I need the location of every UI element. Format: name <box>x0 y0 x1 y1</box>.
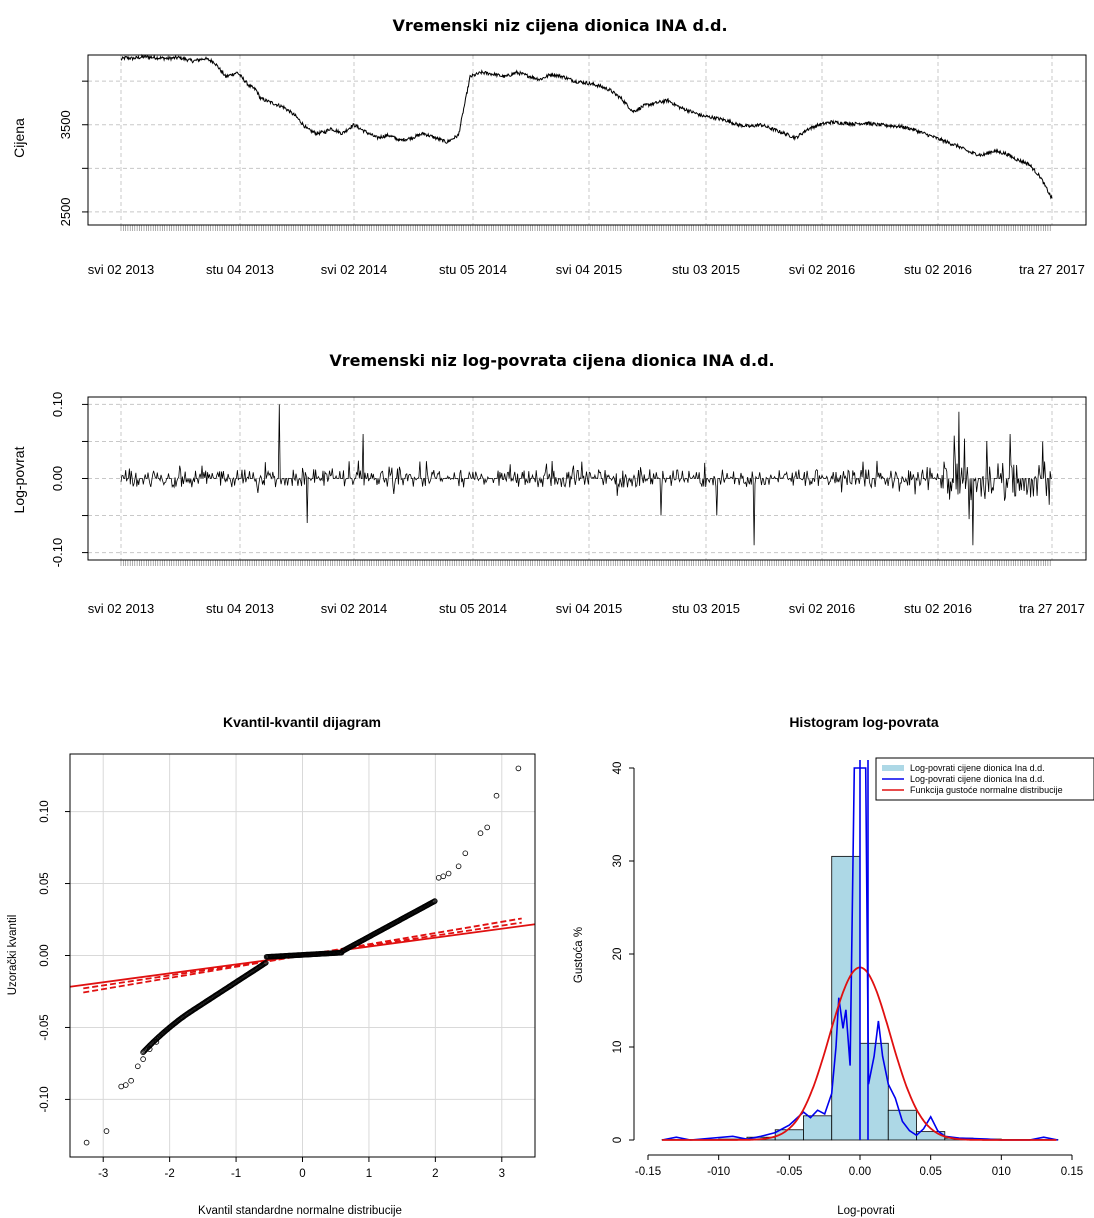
price-chart: Vremenski niz cijena dionica INA d.d. Ci… <box>11 16 1087 277</box>
confidence-band-lower <box>83 917 522 994</box>
qq-chart-title: Kvantil-kvantil dijagram <box>223 714 381 730</box>
qq-point <box>262 959 269 966</box>
y-tick-label: 20 <box>612 948 624 961</box>
x-tick-label: stu 02 2016 <box>904 262 972 277</box>
legend-item-hist: Log-povrati cijene dionica Ina d.d. <box>910 763 1045 773</box>
x-tick-label: tra 27 2017 <box>1019 262 1085 277</box>
legend-item-kde: Log-povrati cijene dionica Ina d.d. <box>910 774 1045 784</box>
y-tick-label: 10 <box>612 1041 624 1054</box>
x-tick-label: 1 <box>366 1168 372 1180</box>
y-tick-label: 0.10 <box>39 800 51 822</box>
qq-point <box>123 1082 129 1088</box>
x-tick-label: tra 27 2017 <box>1019 601 1085 616</box>
histogram-legend: Log-povrati cijene dionica Ina d.d. Log-… <box>875 757 1094 801</box>
x-tick-label: stu 03 2015 <box>672 601 740 616</box>
x-tick-label: svi 02 2014 <box>321 262 388 277</box>
histogram-bar <box>803 1115 833 1141</box>
x-tick-label: -1 <box>231 1168 241 1180</box>
x-tick-label: -0.15 <box>635 1166 661 1178</box>
qq-chart-ylabel: Uzorački kvantil <box>7 915 19 996</box>
qq-point <box>477 830 484 836</box>
qq-point <box>462 850 469 857</box>
x-tick-label: svi 02 2016 <box>789 601 856 616</box>
logreturn-chart: Vremenski niz log-povrata cijena dionica… <box>11 351 1087 616</box>
x-tick-label: svi 02 2014 <box>321 601 388 616</box>
y-tick-label: 0.05 <box>39 872 51 894</box>
y-tick-label: 0.00 <box>50 466 65 491</box>
y-tick-label: -0.10 <box>39 1086 51 1112</box>
qq-point <box>493 792 500 799</box>
x-tick-label: svi 02 2016 <box>789 262 856 277</box>
qq-point <box>153 1039 160 1045</box>
qq-chart-xlabel: Kvantil standardne normalne distribucije <box>198 1205 402 1217</box>
y-tick-label: 0 <box>612 1137 624 1143</box>
x-tick-label: svi 04 2015 <box>556 262 623 277</box>
x-tick-label: svi 04 2015 <box>556 601 623 616</box>
x-tick-label: stu 05 2014 <box>439 262 507 277</box>
qq-point <box>135 1063 141 1070</box>
y-tick-label: 40 <box>612 762 624 775</box>
x-tick-label: -3 <box>98 1168 108 1180</box>
qq-point <box>146 1046 153 1052</box>
histogram-chart-ylabel: Gustoća % <box>573 927 585 983</box>
x-tick-label: stu 04 2013 <box>206 262 274 277</box>
x-tick-label: 0.05 <box>919 1166 941 1178</box>
qq-point <box>140 1056 146 1062</box>
legend-item-normal: Funkcija gustoće normalne distribucije <box>910 785 1063 795</box>
y-tick-label: 30 <box>612 855 624 868</box>
histogram-bar <box>887 1109 917 1141</box>
qq-point <box>431 898 438 904</box>
qq-point <box>435 874 442 881</box>
x-tick-label: svi 02 2013 <box>88 601 155 616</box>
y-tick-label: 3500 <box>58 110 73 139</box>
x-tick-label: -010 <box>707 1166 730 1178</box>
logreturn-chart-ylabel: Log-povrat <box>11 446 27 513</box>
x-tick-label: 0 <box>299 1168 305 1180</box>
y-tick-label: 2500 <box>58 197 73 226</box>
qq-point <box>128 1077 134 1084</box>
y-tick-label: -0.10 <box>50 538 65 568</box>
x-tick-label: stu 04 2013 <box>206 601 274 616</box>
qq-point <box>440 873 447 880</box>
qq-point <box>103 1128 110 1134</box>
qq-point <box>118 1083 124 1090</box>
x-tick-label: stu 03 2015 <box>672 262 740 277</box>
y-tick-label: 0.10 <box>50 392 65 417</box>
x-tick-label: -2 <box>165 1168 175 1180</box>
x-tick-label: stu 02 2016 <box>904 601 972 616</box>
x-tick-label: 0.15 <box>1061 1166 1083 1178</box>
price-chart-title: Vremenski niz cijena dionica INA d.d. <box>392 16 727 35</box>
histogram-bar <box>831 855 861 1141</box>
x-tick-label: -0.05 <box>776 1166 802 1178</box>
kde-density-line <box>661 767 1059 1141</box>
histogram-chart: Histogram log-povrata Log-povrati Gustoć… <box>573 714 1094 1217</box>
qq-point <box>455 863 462 870</box>
x-tick-label: 010 <box>992 1166 1011 1178</box>
price-series-line <box>120 53 1053 200</box>
qq-point <box>445 870 452 877</box>
y-tick-label: -0.05 <box>39 1014 51 1040</box>
qq-point <box>83 1139 90 1146</box>
x-tick-label: stu 05 2014 <box>439 601 507 616</box>
x-tick-label: svi 02 2013 <box>88 262 155 277</box>
date-rug <box>120 560 1051 566</box>
price-chart-ylabel: Cijena <box>11 118 27 158</box>
x-tick-label: 0.00 <box>849 1166 871 1178</box>
logreturn-chart-title: Vremenski niz log-povrata cijena dionica… <box>329 351 774 370</box>
logreturn-series-line <box>120 404 1052 546</box>
qq-point <box>515 765 522 772</box>
histogram-chart-xlabel: Log-povrati <box>837 1205 895 1217</box>
x-tick-label: 3 <box>499 1168 505 1180</box>
histogram-chart-title: Histogram log-povrata <box>789 714 939 730</box>
qq-chart: Kvantil-kvantil dijagram Kvantil standar… <box>7 714 536 1217</box>
x-tick-label: 2 <box>432 1168 438 1180</box>
y-tick-label: 0.00 <box>39 944 51 966</box>
date-rug <box>120 225 1051 231</box>
qq-point <box>484 824 491 831</box>
